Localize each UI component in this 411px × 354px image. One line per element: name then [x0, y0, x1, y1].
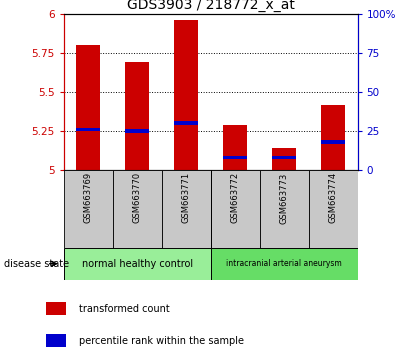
- Text: percentile rank within the sample: percentile rank within the sample: [79, 336, 244, 346]
- FancyBboxPatch shape: [260, 170, 309, 248]
- Bar: [272, 148, 296, 170]
- Bar: [46, 334, 66, 347]
- Text: GSM663769: GSM663769: [84, 172, 93, 223]
- FancyBboxPatch shape: [64, 248, 211, 280]
- Bar: [174, 21, 199, 170]
- FancyBboxPatch shape: [64, 170, 113, 248]
- Bar: [125, 129, 150, 133]
- Text: intracranial arterial aneurysm: intracranial arterial aneurysm: [226, 259, 342, 268]
- Text: normal healthy control: normal healthy control: [82, 259, 193, 269]
- FancyBboxPatch shape: [309, 170, 358, 248]
- Title: GDS3903 / 218772_x_at: GDS3903 / 218772_x_at: [127, 0, 295, 12]
- Text: GSM663771: GSM663771: [182, 172, 191, 223]
- Bar: [321, 140, 345, 144]
- FancyBboxPatch shape: [211, 248, 358, 280]
- Text: GSM663774: GSM663774: [328, 172, 337, 223]
- Text: GSM663770: GSM663770: [133, 172, 142, 223]
- Bar: [223, 125, 247, 170]
- FancyBboxPatch shape: [211, 170, 260, 248]
- Bar: [76, 128, 100, 131]
- FancyBboxPatch shape: [162, 170, 211, 248]
- Bar: [125, 62, 150, 170]
- Text: GSM663772: GSM663772: [231, 172, 240, 223]
- Bar: [46, 302, 66, 315]
- Text: disease state: disease state: [4, 259, 69, 269]
- Text: GSM663773: GSM663773: [279, 172, 289, 223]
- Bar: [76, 45, 100, 170]
- FancyBboxPatch shape: [113, 170, 162, 248]
- Bar: [272, 156, 296, 159]
- Text: transformed count: transformed count: [79, 304, 169, 314]
- Bar: [321, 104, 345, 170]
- Bar: [174, 121, 199, 125]
- Bar: [223, 156, 247, 159]
